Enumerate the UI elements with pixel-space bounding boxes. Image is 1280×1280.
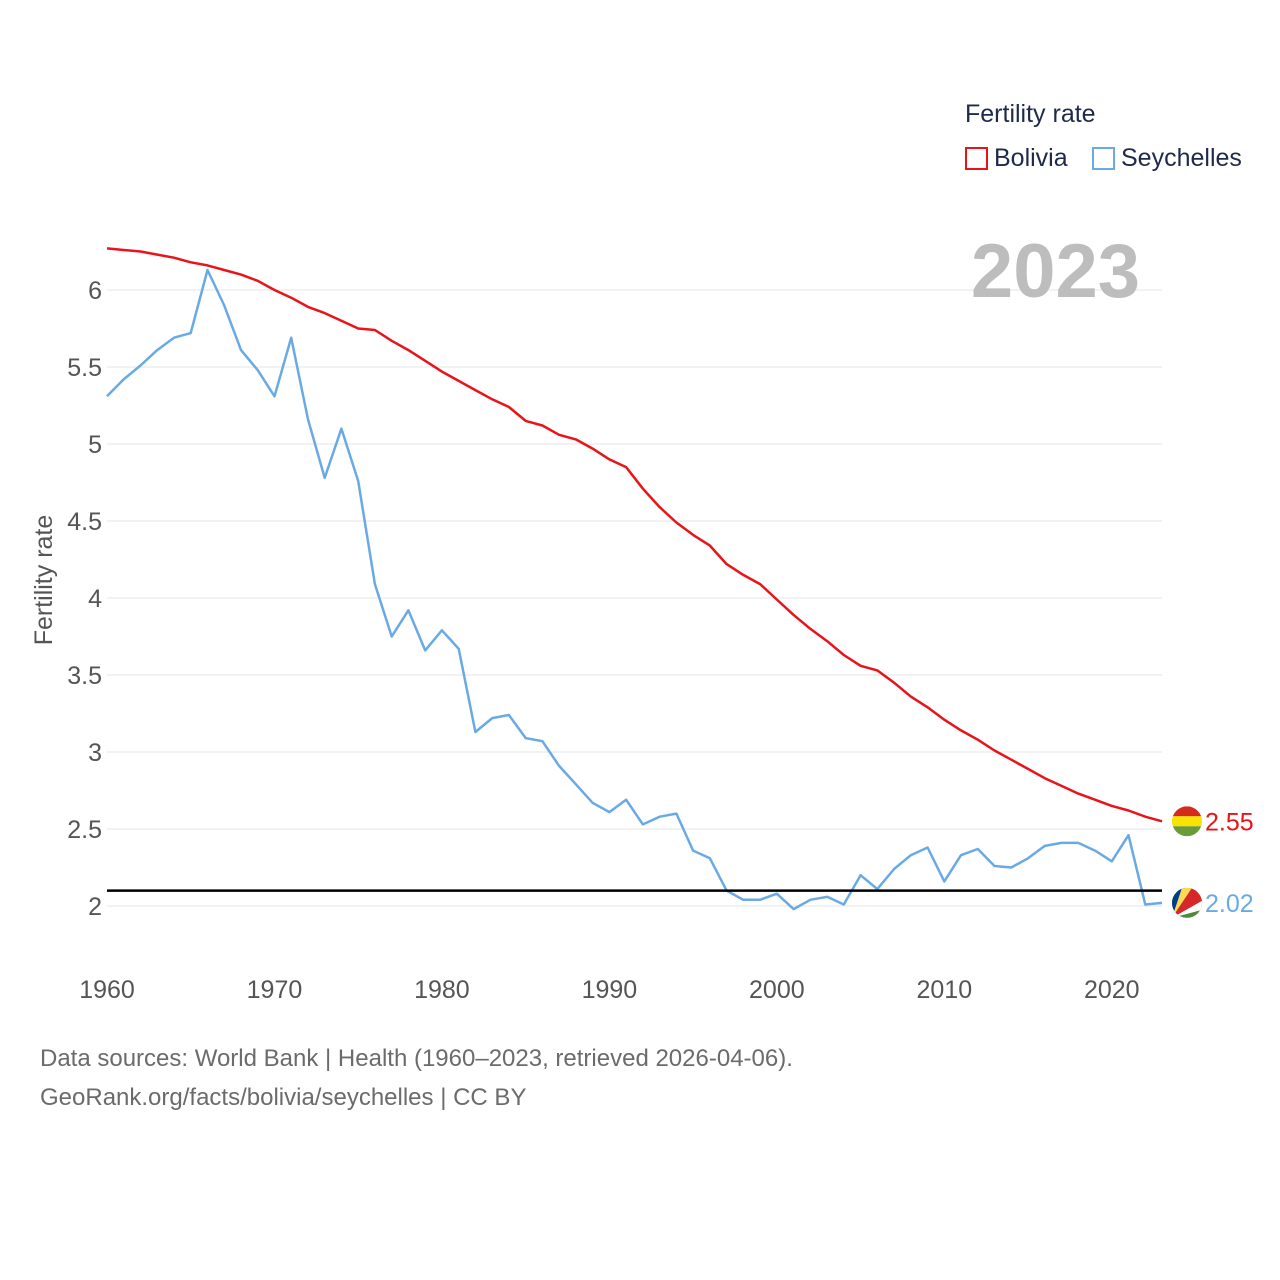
legend-label-seychelles: Seychelles xyxy=(1121,143,1242,172)
x-tick-label: 2000 xyxy=(749,976,805,1004)
x-tick-label: 2020 xyxy=(1084,976,1140,1004)
y-tick-label: 3.5 xyxy=(67,662,102,690)
legend-label-bolivia: Bolivia xyxy=(994,143,1068,172)
bolivia-flag-icon xyxy=(1172,806,1202,837)
legend-item-seychelles[interactable]: Seychelles xyxy=(1092,144,1242,172)
x-tick-label: 2010 xyxy=(916,976,972,1004)
x-tick-label: 1960 xyxy=(79,976,135,1004)
x-tick-label: 1970 xyxy=(247,976,303,1004)
y-tick-label: 2 xyxy=(88,893,102,921)
y-axis-title: Fertility rate xyxy=(30,515,58,646)
y-axis-ticks: 2 2.5 3 3.5 4 4.5 5 5.5 6 xyxy=(67,277,102,921)
y-tick-label: 5.5 xyxy=(67,354,102,382)
series-lines xyxy=(106,247,1163,911)
series-line-seychelles xyxy=(106,268,1163,911)
y-tick-label: 3 xyxy=(88,739,102,767)
x-tick-label: 1980 xyxy=(414,976,470,1004)
legend-swatch-seychelles xyxy=(1092,146,1115,170)
year-label: 2023 xyxy=(970,229,1140,314)
series-line-bolivia xyxy=(106,247,1163,823)
y-tick-label: 4 xyxy=(88,585,102,613)
x-axis-ticks: 1960 1970 1980 1990 2000 2010 2020 xyxy=(79,976,1139,1004)
end-label-bolivia: 2.55 xyxy=(1205,808,1254,836)
y-tick-label: 5 xyxy=(88,431,102,459)
x-tick-label: 1990 xyxy=(582,976,638,1004)
end-markers: 2.55 2.02 xyxy=(1172,806,1254,918)
legend-swatch-bolivia xyxy=(965,146,988,170)
footer-sources: Data sources: World Bank | Health (1960–… xyxy=(40,1045,793,1072)
legend-title: Fertility rate xyxy=(965,100,1096,128)
y-tick-label: 4.5 xyxy=(67,508,102,536)
seychelles-flag-icon xyxy=(1172,887,1202,918)
gridlines xyxy=(107,289,1162,907)
footer-attribution: GeoRank.org/facts/bolivia/seychelles | C… xyxy=(40,1084,527,1111)
y-tick-label: 6 xyxy=(88,277,102,305)
legend-item-bolivia[interactable]: Bolivia xyxy=(965,144,1068,172)
end-label-seychelles: 2.02 xyxy=(1205,890,1254,918)
y-tick-label: 2.5 xyxy=(67,816,102,844)
